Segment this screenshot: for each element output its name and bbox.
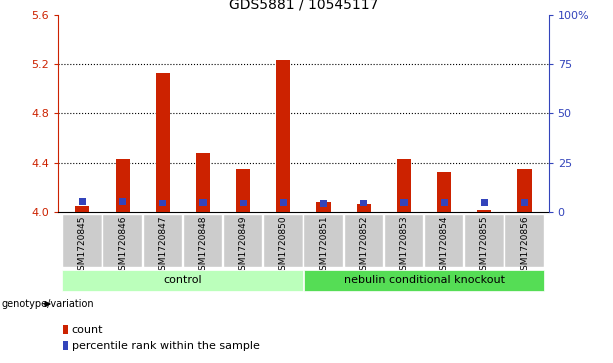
Bar: [320, 200, 327, 207]
Bar: [400, 199, 408, 206]
Text: GSM1720848: GSM1720848: [199, 216, 207, 276]
Text: count: count: [72, 325, 103, 335]
Text: GSM1720854: GSM1720854: [440, 216, 449, 276]
Bar: [236, 169, 250, 212]
Text: GSM1720853: GSM1720853: [400, 216, 408, 276]
Bar: [223, 214, 262, 267]
Bar: [63, 270, 303, 291]
Bar: [384, 214, 423, 267]
Bar: [199, 199, 207, 206]
Text: GSM1720852: GSM1720852: [359, 216, 368, 276]
Bar: [102, 214, 142, 267]
Bar: [441, 199, 447, 206]
Bar: [63, 214, 102, 267]
Text: nebulin conditional knockout: nebulin conditional knockout: [343, 276, 504, 285]
Bar: [63, 325, 67, 334]
Bar: [196, 153, 210, 212]
Bar: [481, 199, 488, 206]
Bar: [521, 199, 528, 206]
Bar: [75, 206, 89, 212]
Bar: [397, 159, 411, 212]
Bar: [183, 214, 223, 267]
Bar: [240, 200, 247, 207]
Text: GSM1720849: GSM1720849: [238, 216, 248, 276]
Bar: [464, 214, 504, 267]
Bar: [303, 214, 343, 267]
Bar: [517, 169, 531, 212]
Text: GSM1720845: GSM1720845: [78, 216, 87, 276]
Bar: [424, 214, 463, 267]
Bar: [360, 200, 367, 207]
Bar: [280, 199, 287, 206]
Text: percentile rank within the sample: percentile rank within the sample: [72, 341, 259, 351]
Text: genotype/variation: genotype/variation: [1, 299, 94, 309]
Text: GSM1720855: GSM1720855: [480, 216, 489, 276]
Text: GSM1720850: GSM1720850: [279, 216, 288, 276]
Bar: [344, 214, 383, 267]
Text: GSM1720846: GSM1720846: [118, 216, 127, 276]
Text: control: control: [164, 276, 202, 285]
Bar: [115, 159, 129, 212]
Bar: [159, 200, 166, 207]
Text: GSM1720856: GSM1720856: [520, 216, 529, 276]
Text: GSM1720851: GSM1720851: [319, 216, 328, 276]
Bar: [119, 198, 126, 205]
Text: GSM1720847: GSM1720847: [158, 216, 167, 276]
Bar: [63, 341, 67, 350]
Bar: [78, 199, 86, 205]
Bar: [276, 60, 291, 212]
Bar: [263, 214, 303, 267]
Bar: [437, 172, 451, 212]
Bar: [478, 210, 492, 212]
Title: GDS5881 / 10545117: GDS5881 / 10545117: [229, 0, 378, 12]
Bar: [504, 214, 544, 267]
Bar: [304, 270, 544, 291]
Bar: [357, 204, 371, 212]
Bar: [143, 214, 182, 267]
Bar: [156, 73, 170, 212]
Bar: [316, 203, 330, 212]
